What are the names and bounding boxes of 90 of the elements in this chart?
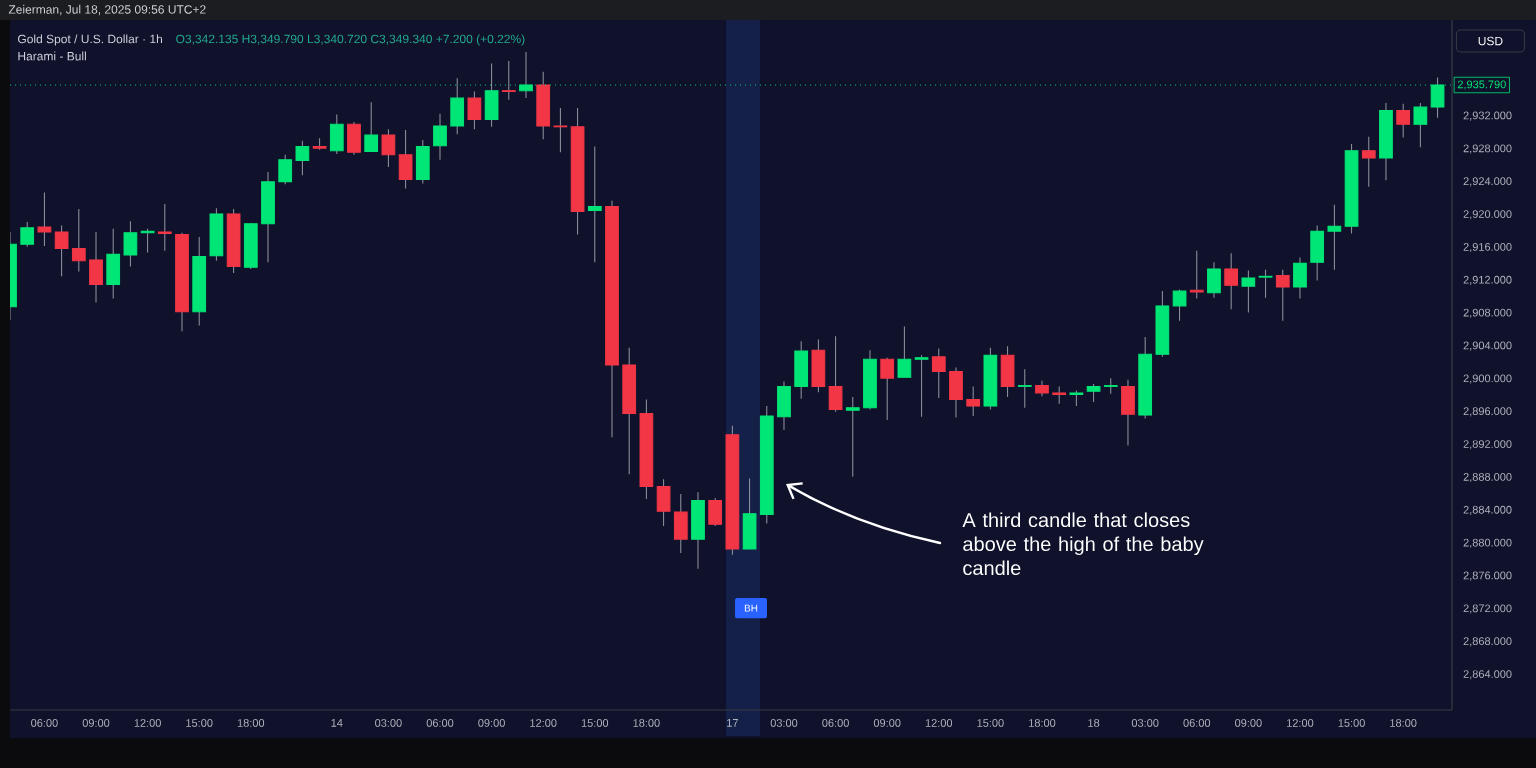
x-tick-label: 06:00 [1183,719,1211,727]
y-tick-label: 2,880.000 [1463,538,1512,548]
candlestick [897,325,912,378]
x-tick-label: 09:00 [1235,719,1262,727]
candlestick [501,60,516,101]
x-tick-label: 12:00 [530,719,557,727]
candlestick [1361,136,1376,188]
candlestick [1413,102,1428,148]
candlestick [1172,288,1187,322]
x-tick-label: 18 [1088,719,1100,727]
candlestick [71,208,86,272]
x-tick-label: 12:00 [134,719,161,727]
annotation: A third candle that closes above the high of the baby candle [962,512,1204,576]
candlestick [1327,204,1342,271]
y-tick-label: 2,872.000 [1463,604,1512,614]
y-tick-label: 2,876.000 [1463,571,1512,581]
y-tick-label: 2,916.000 [1463,243,1512,253]
candlestick [1086,383,1101,403]
candlestick [914,354,929,418]
ref-line-label: 2,935.790 [1457,80,1506,90]
text: Zeierman, Jul 18, 2025 09:56 UTC+2 [8,4,206,16]
x-tick-label: 15:00 [581,719,609,727]
annotation: Gold Spot / U.S. Dollar · 1h [18,34,162,46]
y-tick-label: 2,864.000 [1463,670,1512,680]
y-tick-label: 2,932.000 [1463,111,1512,121]
x-tick-label: 06:00 [31,719,58,727]
y-tick-label: 2,888.000 [1463,473,1512,483]
candlestick [553,107,568,153]
candlestick [140,228,155,253]
x-tick-label: 09:00 [82,719,110,727]
candlestick [364,101,379,152]
annotation: BH [744,604,758,612]
candlestick [1258,269,1273,299]
candlestick [123,220,138,267]
x-tick-label: 15:00 [1338,719,1365,727]
candlestick [1224,252,1239,310]
candlestick [587,146,602,263]
x-tick-label: 03:00 [770,719,798,727]
candlestick [1189,250,1204,299]
x-tick-label: 18:00 [633,719,660,727]
x-tick-label: 15:00 [186,719,213,727]
x-tick-label: 12:00 [925,719,953,727]
candlestick [1241,270,1256,313]
annotation: Harami - Bull [18,51,86,61]
candlestick [880,357,895,421]
candlestick [1396,103,1411,138]
x-tick-label: 03:00 [1131,719,1159,727]
candlestick [1293,256,1307,299]
y-tick-label: 2,868.000 [1463,637,1512,647]
x-tick-label: 06:00 [822,719,849,727]
candlestick [381,128,396,168]
candlestick [37,192,52,247]
y-tick-label: 2,912.000 [1463,275,1512,285]
x-tick-label: 18:00 [1029,719,1056,727]
x-tick-label: 09:00 [873,719,901,727]
x-tick-label: 17 [727,719,738,727]
annotation: O3,342.135 H3,349.790 L3,340.720 C3,349.340 +7.200 (+0.22%) [176,34,525,46]
x-tick-label: 18:00 [237,719,265,727]
y-tick-label: 2,928.000 [1463,144,1512,154]
candlestick [278,154,293,185]
y-tick-label: 2,924.000 [1463,177,1512,187]
candlestick [1017,368,1032,409]
y-tick-label: 2,908.000 [1463,308,1512,318]
candlestick [433,113,447,161]
y-tick-label: 2,896.000 [1463,407,1512,417]
candlestick [1207,261,1221,299]
candlestick [20,221,35,248]
x-tick-label: 15:00 [977,719,1004,727]
x-tick-label: 12:00 [1287,719,1314,727]
candlestick [966,385,981,417]
y-tick-label: 2,892.000 [1463,440,1512,450]
y-tick-label: 2,884.000 [1463,505,1512,515]
candlestick [157,203,172,252]
candlestick [828,335,843,413]
candlestick [845,396,860,478]
y-tick-label: 2,920.000 [1463,210,1512,220]
candlestick [931,348,946,399]
candlestick [54,224,69,277]
candlestick [1275,269,1290,322]
x-tick-label: 09:00 [478,719,505,727]
x-tick-label: 18:00 [1390,719,1417,727]
candlestick [295,140,310,176]
candlestick [708,497,723,527]
x-tick-label: 03:00 [375,719,402,727]
y-tick-label: 2,900.000 [1463,374,1512,384]
candlestick [467,91,482,130]
x-tick-label: 14 [331,719,343,727]
text: USD [1478,36,1503,46]
y-tick-label: 2,904.000 [1463,341,1512,351]
x-tick-label: 06:00 [426,719,454,727]
